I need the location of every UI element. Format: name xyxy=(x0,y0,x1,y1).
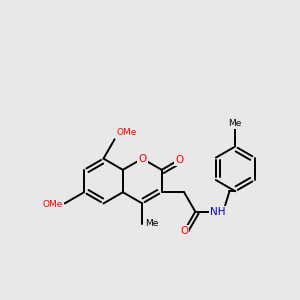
Text: O: O xyxy=(180,226,188,236)
Text: Me: Me xyxy=(229,119,242,128)
Text: NH: NH xyxy=(210,207,226,217)
Text: Me: Me xyxy=(145,219,158,228)
Text: O: O xyxy=(175,155,183,165)
Text: OMe: OMe xyxy=(116,128,137,137)
Text: OMe: OMe xyxy=(43,200,63,209)
Text: O: O xyxy=(138,154,146,164)
